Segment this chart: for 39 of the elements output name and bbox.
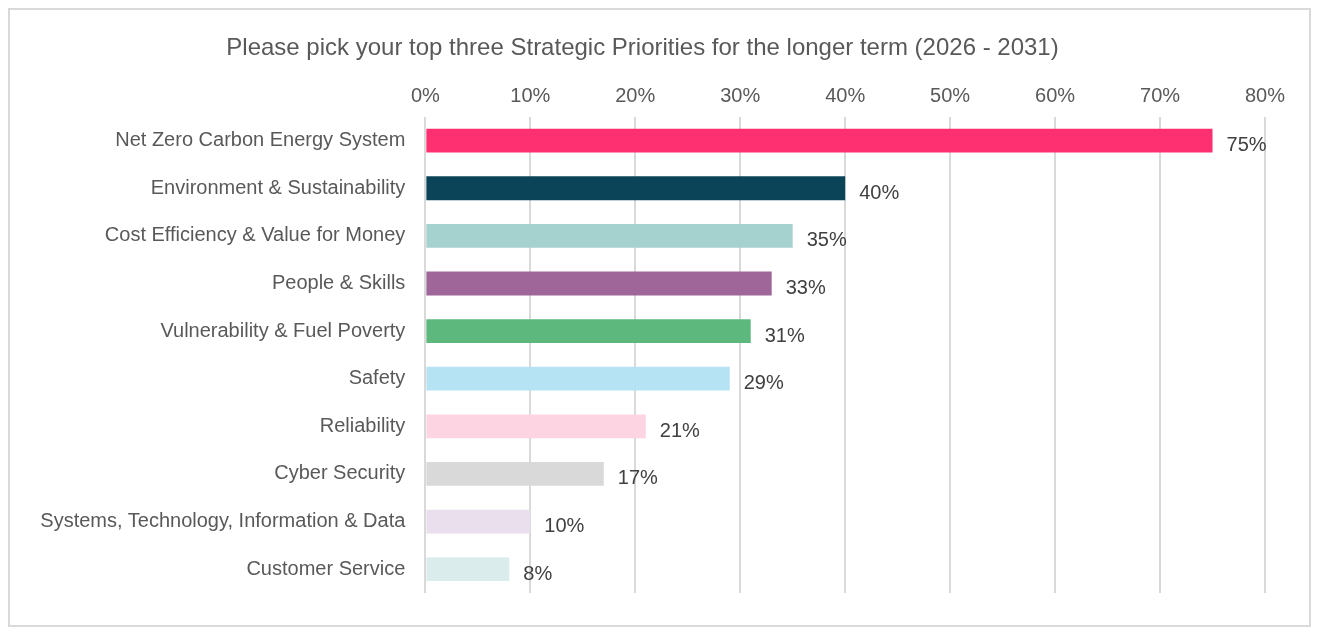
data-label: 17% (617, 466, 659, 489)
y-tick-label: Reliability (319, 413, 406, 436)
data-label: 21% (659, 418, 701, 441)
y-tick-label: Vulnerability & Fuel Poverty (160, 318, 406, 341)
bar (426, 414, 646, 439)
x-tick-label: 70% (1140, 84, 1181, 107)
x-tick-label: 60% (1035, 84, 1076, 107)
x-tick-label: 10% (510, 84, 551, 107)
data-label: 40% (859, 180, 900, 203)
y-tick-label: Net Zero Carbon Energy System (115, 128, 406, 151)
y-tick-label: Customer Service (246, 556, 406, 579)
y-tick-label: Environment & Sustainability (150, 175, 406, 198)
data-label: 33% (785, 275, 826, 298)
bar (426, 128, 1213, 153)
bar (426, 319, 751, 343)
y-tick-label: Safety (348, 366, 406, 389)
data-label: 75% (1226, 133, 1267, 156)
data-label: 31% (764, 323, 805, 346)
bar (426, 223, 793, 248)
x-tick-label: 80% (1244, 84, 1286, 107)
y-tick-label: Cyber Security (274, 461, 406, 484)
data-label: 10% (544, 514, 585, 537)
x-tick-label: 40% (825, 84, 866, 107)
data-label: 8% (523, 561, 553, 584)
bar (426, 176, 846, 201)
data-label: 29% (743, 371, 784, 394)
y-tick-label: Cost Efficiency & Value for Money (104, 223, 406, 246)
y-tick-label: People & Skills (271, 270, 406, 293)
x-tick-label: 50% (930, 84, 971, 107)
bar (426, 366, 730, 391)
x-tick-label: 20% (615, 84, 656, 107)
bar (426, 557, 510, 582)
x-tick-label: 30% (720, 84, 761, 107)
x-tick-label: 0% (410, 84, 441, 107)
y-tick-label: Systems, Technology, Information & Data (40, 509, 407, 532)
bar (426, 271, 772, 296)
bar (426, 509, 531, 534)
data-label: 35% (806, 228, 847, 251)
chart-title: Please pick your top three Strategic Priorities for the longer term (2026 - 2031) (226, 33, 1059, 61)
